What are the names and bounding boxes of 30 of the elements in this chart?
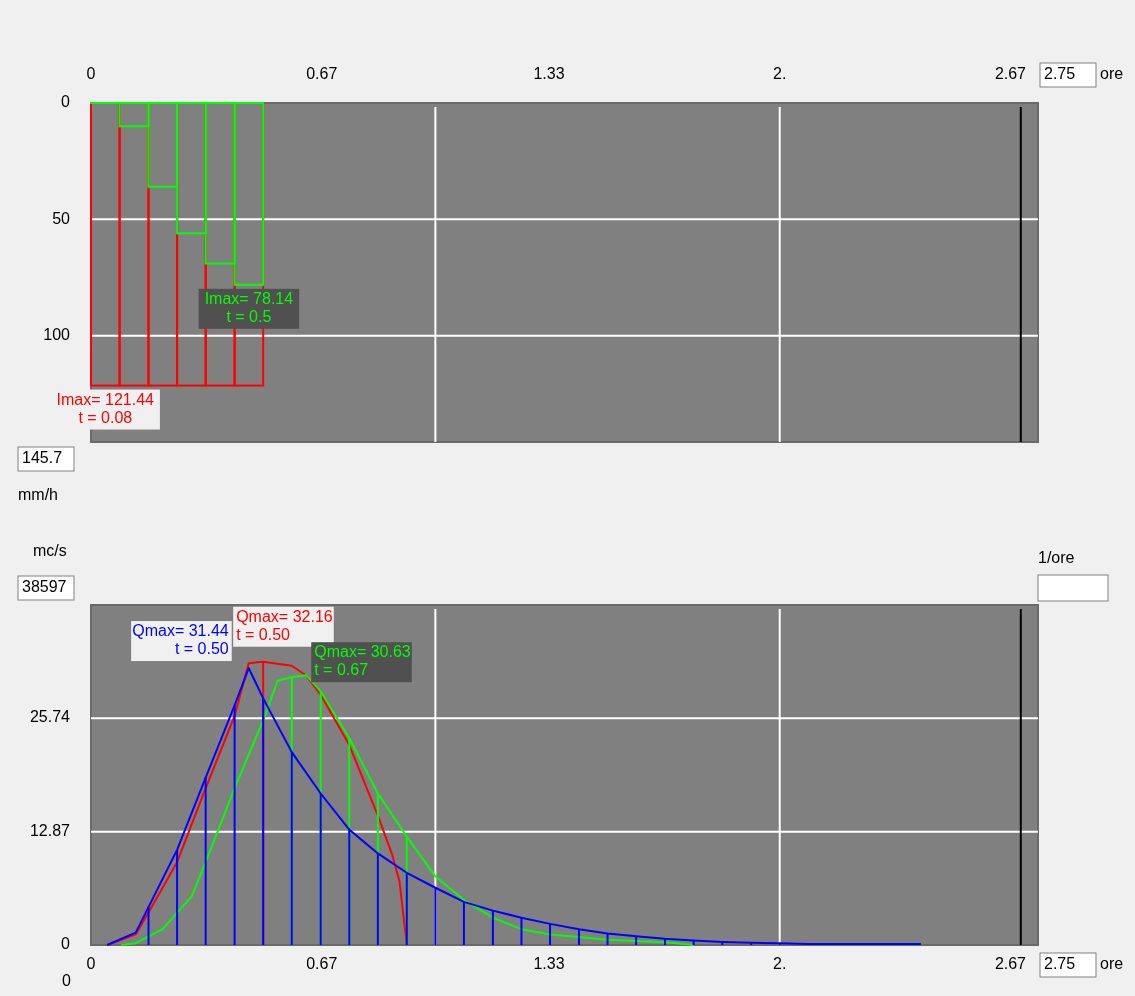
y2-axis-title: 1/ore <box>1038 549 1075 567</box>
x-tick-label: 2. <box>773 65 787 83</box>
text: 2.75 <box>1044 65 1076 83</box>
x-axis-title: ore <box>1100 955 1124 973</box>
x-tick-label: 1.33 <box>533 955 565 973</box>
x-tick-label: 2.67 <box>994 65 1027 83</box>
data-label: Qmax= 31.44 t = 0.50 <box>132 622 229 658</box>
y-tick-label: 0 <box>61 935 71 953</box>
x-tick-label: 0 <box>86 955 96 973</box>
x-tick-label: 0.67 <box>306 955 338 973</box>
data-label: Imax= 78.14 t = 0.5 <box>204 289 294 325</box>
x-tick-label: 0 <box>86 65 96 83</box>
data-label: Qmax= 32.16 t = 0.50 <box>236 607 333 643</box>
data-label: Qmax= 30.63 t = 0.67 <box>314 643 411 679</box>
text: 2.75 <box>1044 955 1076 973</box>
x-axis-title: ore <box>1100 65 1124 83</box>
text: 38597 <box>22 578 67 596</box>
y-tick-label: 100 <box>43 325 71 343</box>
x-tick-label: 2. <box>773 955 787 973</box>
y-tick-label: 0 <box>61 93 71 111</box>
y-axis-title: mm/h <box>18 486 58 504</box>
y-tick-label: 25.74 <box>29 708 71 726</box>
y-axis-title: mc/s <box>33 542 67 560</box>
x-tick-label: 2.67 <box>994 955 1027 973</box>
x-tick-label: 0.67 <box>306 65 338 83</box>
y-tick-label: 12.87 <box>29 821 71 839</box>
data-label: Imax= 121.44 t = 0.08 <box>56 390 155 426</box>
text: 145.7 <box>22 449 63 467</box>
y-tick-label: 50 <box>52 209 71 227</box>
x-tick-label: 1.33 <box>533 65 565 83</box>
